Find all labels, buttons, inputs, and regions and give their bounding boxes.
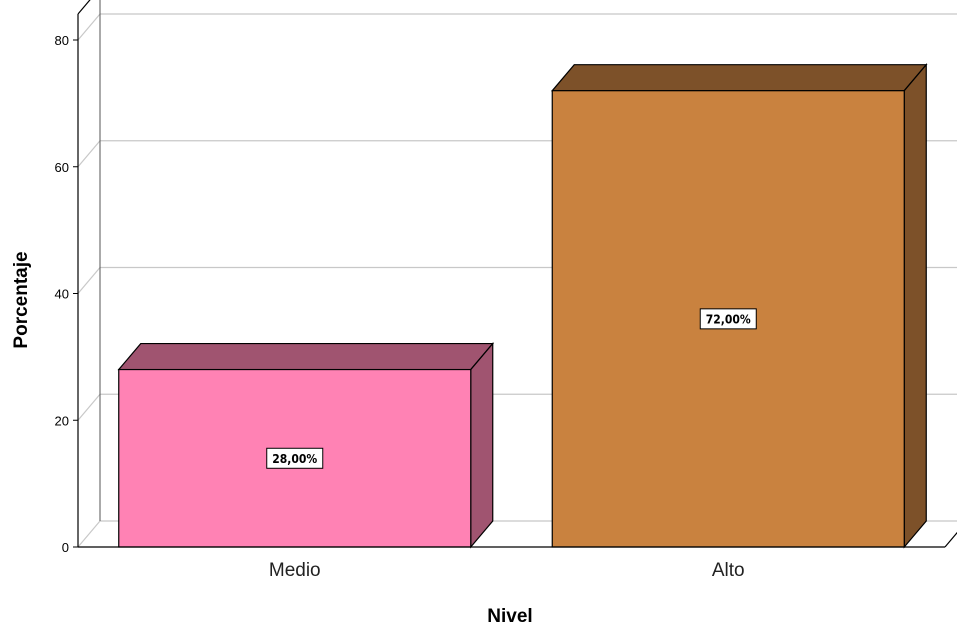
- x-axis-title: Nivel: [487, 606, 532, 626]
- bar-side-face: [470, 341, 494, 549]
- x-tick-label: Alto: [712, 560, 745, 581]
- y-tick-label: 80: [55, 33, 69, 48]
- side-wall-top: [77, 0, 91, 15]
- data-label-text: 28,00%: [272, 452, 317, 466]
- data-label: 72,00%: [699, 308, 757, 330]
- side-wall-gridline: [77, 267, 101, 294]
- side-wall-gridline: [77, 140, 101, 168]
- x-axis: Medio Alto: [78, 531, 957, 581]
- y-tick-label: 0: [62, 540, 69, 555]
- y-axis: 0 20 40 60 80: [55, 14, 79, 555]
- data-label-text: 72,00%: [706, 312, 751, 326]
- x-tick-label: Medio: [269, 560, 321, 581]
- data-label-box: [266, 447, 324, 469]
- y-axis-title: Porcentaje: [11, 251, 32, 348]
- bar-side-face: [903, 63, 927, 549]
- bar-top-face: [550, 64, 928, 92]
- bar-alto: [550, 63, 928, 549]
- bar-top-face: [117, 342, 495, 371]
- side-wall-gridline: [77, 393, 101, 421]
- y-tick-label: 20: [55, 413, 69, 428]
- side-wall-gridline: [77, 520, 101, 548]
- side-wall-gridline: [77, 13, 101, 41]
- data-label: 28,00%: [266, 447, 324, 469]
- chart-frame: [77, 0, 101, 521]
- data-label-box: [699, 308, 757, 330]
- data-labels: 28,00% 72,00%: [266, 308, 757, 469]
- floor-right-edge: [944, 531, 957, 548]
- bar-medio: [117, 341, 495, 549]
- bars: [117, 63, 928, 549]
- y-tick-label: 40: [55, 287, 69, 302]
- y-tick-label: 60: [55, 160, 69, 175]
